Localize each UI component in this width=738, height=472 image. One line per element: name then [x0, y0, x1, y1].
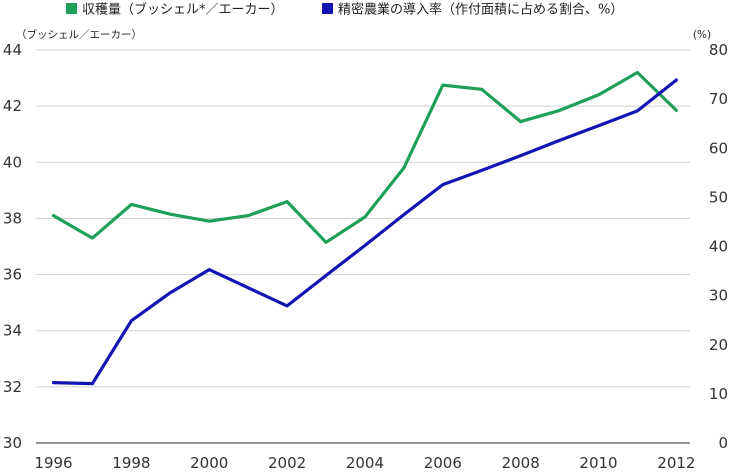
left-tick-label: 36: [3, 266, 22, 284]
x-tick-label: 2012: [657, 454, 695, 472]
left-tick-label: 42: [3, 97, 22, 115]
yield-series-line: [51, 70, 679, 244]
right-tick-label: 0: [718, 434, 728, 452]
x-tick-label: 1996: [34, 454, 72, 472]
left-tick-label: 30: [3, 434, 22, 452]
legend-swatch-yield: [66, 3, 77, 14]
left-tick-label: 32: [3, 378, 22, 396]
legend-label-yield: 収穫量（ブッシェル*／エーカー）: [82, 2, 284, 18]
x-tick-label: 1998: [112, 454, 150, 472]
left-tick-label: 44: [3, 41, 22, 59]
x-tick-label: 2006: [424, 454, 462, 472]
right-tick-label: 10: [709, 385, 728, 403]
right-axis-ticks: 0 10 20 30 40 50 60 70 80: [709, 41, 728, 452]
left-axis-ticks: 30 32 34 36 38 40 42 44: [3, 41, 22, 452]
x-tick-label: 2000: [190, 454, 228, 472]
right-tick-label: 40: [709, 238, 728, 256]
x-axis-ticks: 1996 1998 2000 2002 2004 2006 2008 2010 2012: [34, 454, 695, 472]
legend-label-adoption: 精密農業の導入率（作付面積に占める割合、%）: [338, 2, 623, 18]
left-tick-label: 40: [3, 153, 22, 171]
right-tick-label: 60: [709, 139, 728, 157]
left-axis-unit: （ブッシェル／エーカー）: [16, 28, 142, 41]
left-tick-label: 34: [3, 322, 22, 340]
right-tick-label: 20: [709, 336, 728, 354]
series: [51, 70, 679, 386]
right-tick-label: 30: [709, 287, 728, 305]
right-tick-label: 50: [709, 188, 728, 206]
legend-swatch-adoption: [322, 3, 333, 14]
adoption-series-line: [51, 78, 679, 386]
right-tick-label: 80: [709, 41, 728, 59]
x-tick-label: 2002: [268, 454, 306, 472]
right-tick-label: 70: [709, 90, 728, 108]
x-tick-label: 2004: [346, 454, 384, 472]
left-tick-label: 38: [3, 209, 22, 227]
legend: 収穫量（ブッシェル*／エーカー） 精密農業の導入率（作付面積に占める割合、%）: [66, 2, 623, 18]
x-tick-label: 2010: [579, 454, 617, 472]
x-tick-label: 2008: [502, 454, 540, 472]
right-axis-unit: (%): [693, 29, 711, 41]
